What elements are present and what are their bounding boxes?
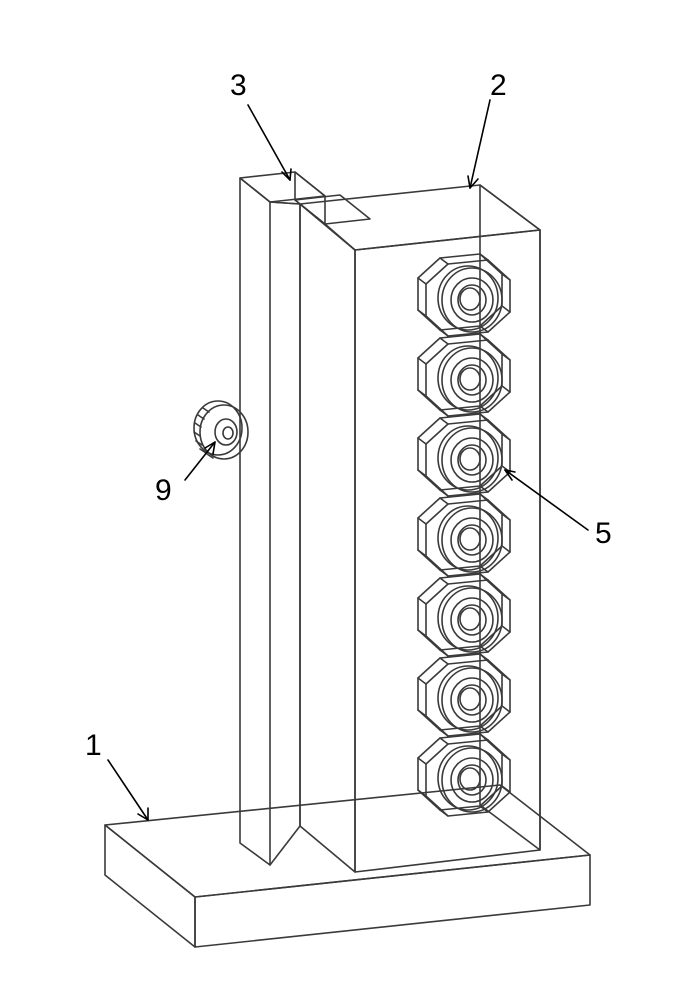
label-3: 3 [230, 69, 247, 102]
label-2: 2 [490, 69, 507, 102]
label-1: 1 [85, 729, 102, 762]
label-9: 9 [155, 474, 172, 507]
rear-block [240, 172, 370, 865]
label-5: 5 [595, 517, 612, 550]
drawing-canvas: 3 2 9 5 1 [0, 0, 681, 1000]
